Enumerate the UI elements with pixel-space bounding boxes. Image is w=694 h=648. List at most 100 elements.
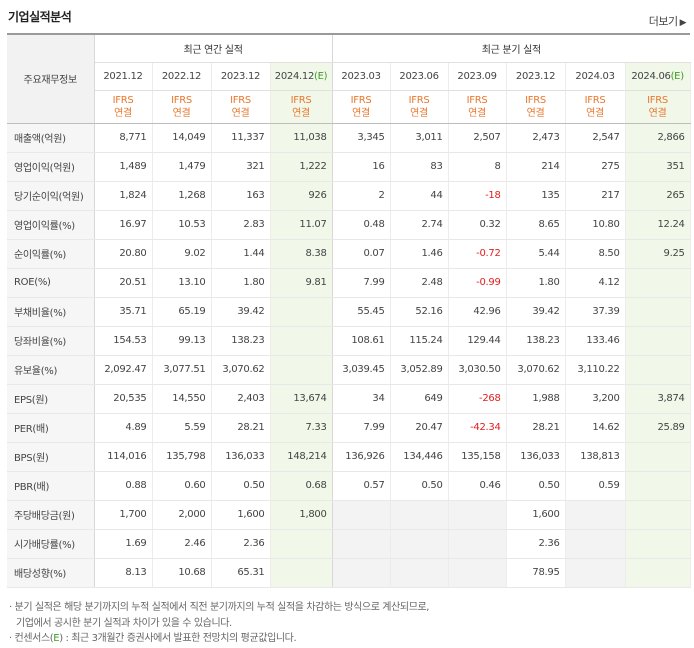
period-header: 2024.03 [565, 62, 626, 91]
table-cell: 649 [390, 383, 449, 414]
ifrs-header: IFRS 연결 [506, 90, 566, 124]
estimate-mark: (E) [670, 70, 685, 82]
table-row: 부채비율(%) 35.71 65.19 39.42 55.45 52.16 42.96 39.… [7, 297, 691, 327]
table-cell: 7.99 [332, 413, 391, 443]
table-row: 배당성향(%) 8.13 10.68 65.31 78.95 [7, 558, 691, 588]
table-cell: 3,030.50 [448, 355, 507, 385]
table-cell [270, 297, 333, 327]
table-cell: 1,988 [506, 383, 566, 414]
table-cell: 8 [448, 152, 507, 182]
table-cell: 55.45 [332, 297, 391, 327]
table-cell [270, 355, 333, 385]
table-cell: 163 [211, 181, 271, 211]
table-cell [332, 529, 391, 559]
annual-group-header: 최근 연간 실적 [94, 34, 333, 63]
table-cell [448, 558, 507, 588]
table-cell: 5.44 [506, 239, 566, 269]
table-cell [625, 297, 691, 327]
table-cell [625, 471, 691, 501]
table-cell: 39.42 [211, 297, 271, 327]
table-cell [625, 499, 691, 530]
table-cell: 136,926 [332, 442, 391, 472]
table-cell: 2.36 [506, 529, 566, 559]
table-cell: 3,077.51 [152, 355, 212, 385]
table-cell: 16.97 [94, 209, 153, 240]
table-cell: 3,874 [625, 383, 691, 414]
more-link[interactable]: 더보기 ▶ [649, 13, 687, 29]
row-label: 영업이익률(%) [7, 209, 95, 240]
table-row: 당좌비율(%) 154.53 99.13 138.23 108.61 115.24 129.… [7, 326, 691, 356]
table-cell: 0.60 [152, 471, 212, 501]
table-cell: 0.68 [270, 471, 333, 501]
ifrs-header: IFRS 연결 [152, 90, 212, 124]
ifrs-header: IFRS 연결 [211, 90, 271, 124]
row-label: EPS(원) [7, 383, 95, 414]
table-cell [332, 558, 391, 588]
table-cell: 134,446 [390, 442, 449, 472]
table-cell: 138,813 [565, 442, 626, 472]
period-header: 2023.12 [506, 62, 566, 91]
table-cell [270, 326, 333, 356]
table-cell: -18 [448, 181, 507, 211]
table-cell: 1.44 [211, 239, 271, 269]
table-cell: 0.07 [332, 239, 391, 269]
table-cell: 20.80 [94, 239, 153, 269]
table-cell: 16 [332, 152, 391, 182]
table-cell: 2.83 [211, 209, 271, 240]
table-cell: 3,011 [390, 123, 449, 153]
table-cell: 37.39 [565, 297, 626, 327]
table-cell: 1,800 [270, 499, 333, 530]
table-cell: 1,489 [94, 152, 153, 182]
table-cell: 214 [506, 152, 566, 182]
table-cell: 0.32 [448, 209, 507, 240]
table-cell: 8.13 [94, 558, 153, 588]
ifrs-header: IFRS 연결 [390, 90, 449, 124]
table-cell: 133.46 [565, 326, 626, 356]
table-cell: 8.65 [506, 209, 566, 240]
table-row: 유보율(%) 2,092.47 3,077.51 3,070.62 3,039.45 3,… [7, 355, 691, 385]
table-cell: 148,214 [270, 442, 333, 472]
table-cell [390, 529, 449, 559]
table-cell: -0.72 [448, 239, 507, 269]
footnote-1: · 분기 실적은 해당 분기까지의 누적 실적에서 직전 분기까지의 누적 실적… [9, 602, 430, 613]
table-cell: 13,674 [270, 383, 333, 414]
table-cell: 0.48 [332, 209, 391, 240]
estimate-mark: (E) [314, 70, 328, 82]
table-cell: 0.50 [390, 471, 449, 501]
table-cell: 154.53 [94, 326, 153, 356]
table-cell: 5.59 [152, 413, 212, 443]
table-cell: 20,535 [94, 383, 153, 414]
table-cell: 0.50 [506, 471, 566, 501]
table-cell: 3,052.89 [390, 355, 449, 385]
table-cell [565, 529, 626, 559]
table-cell: 2,507 [448, 123, 507, 153]
table-row: 순이익률(%) 20.80 9.02 1.44 8.38 0.07 1.46 -0.72 5.4… [7, 239, 691, 269]
ifrs-header: IFRS 연결 [94, 90, 153, 124]
table-cell: 135,798 [152, 442, 212, 472]
table-cell: 14,550 [152, 383, 212, 414]
table-cell: 3,345 [332, 123, 391, 153]
table-cell: 217 [565, 181, 626, 211]
section-title: 기업실적분석 [8, 10, 72, 24]
table-cell: 265 [625, 181, 691, 211]
table-cell: 136,033 [506, 442, 566, 472]
row-label: ROE(%) [7, 268, 95, 298]
ifrs-header: IFRS 연결 [270, 90, 333, 124]
table-cell [390, 499, 449, 530]
table-cell [625, 326, 691, 356]
table-cell: 9.81 [270, 268, 333, 298]
table-cell: 321 [211, 152, 271, 182]
table-cell: 10.68 [152, 558, 212, 588]
table-cell: 13.10 [152, 268, 212, 298]
footnote-2: · 컨센서스(E) : 최근 3개월간 증권사에서 발표한 전망치의 평균값입니… [9, 633, 297, 644]
table-cell [625, 268, 691, 298]
table-cell: 9.25 [625, 239, 691, 269]
row-label: 유보율(%) [7, 355, 95, 385]
table-cell: 3,070.62 [211, 355, 271, 385]
table-cell: 7.33 [270, 413, 333, 443]
financial-table: 주요재무정보 최근 연간 실적 최근 분기 실적 2021.12 2022.12 2… [7, 33, 691, 588]
table-cell [448, 529, 507, 559]
table-cell: 926 [270, 181, 333, 211]
table-row: 당기순이익(억원) 1,824 1,268 163 926 2 44 -18 135 217 265 [7, 181, 691, 211]
table-cell: 1.80 [211, 268, 271, 298]
